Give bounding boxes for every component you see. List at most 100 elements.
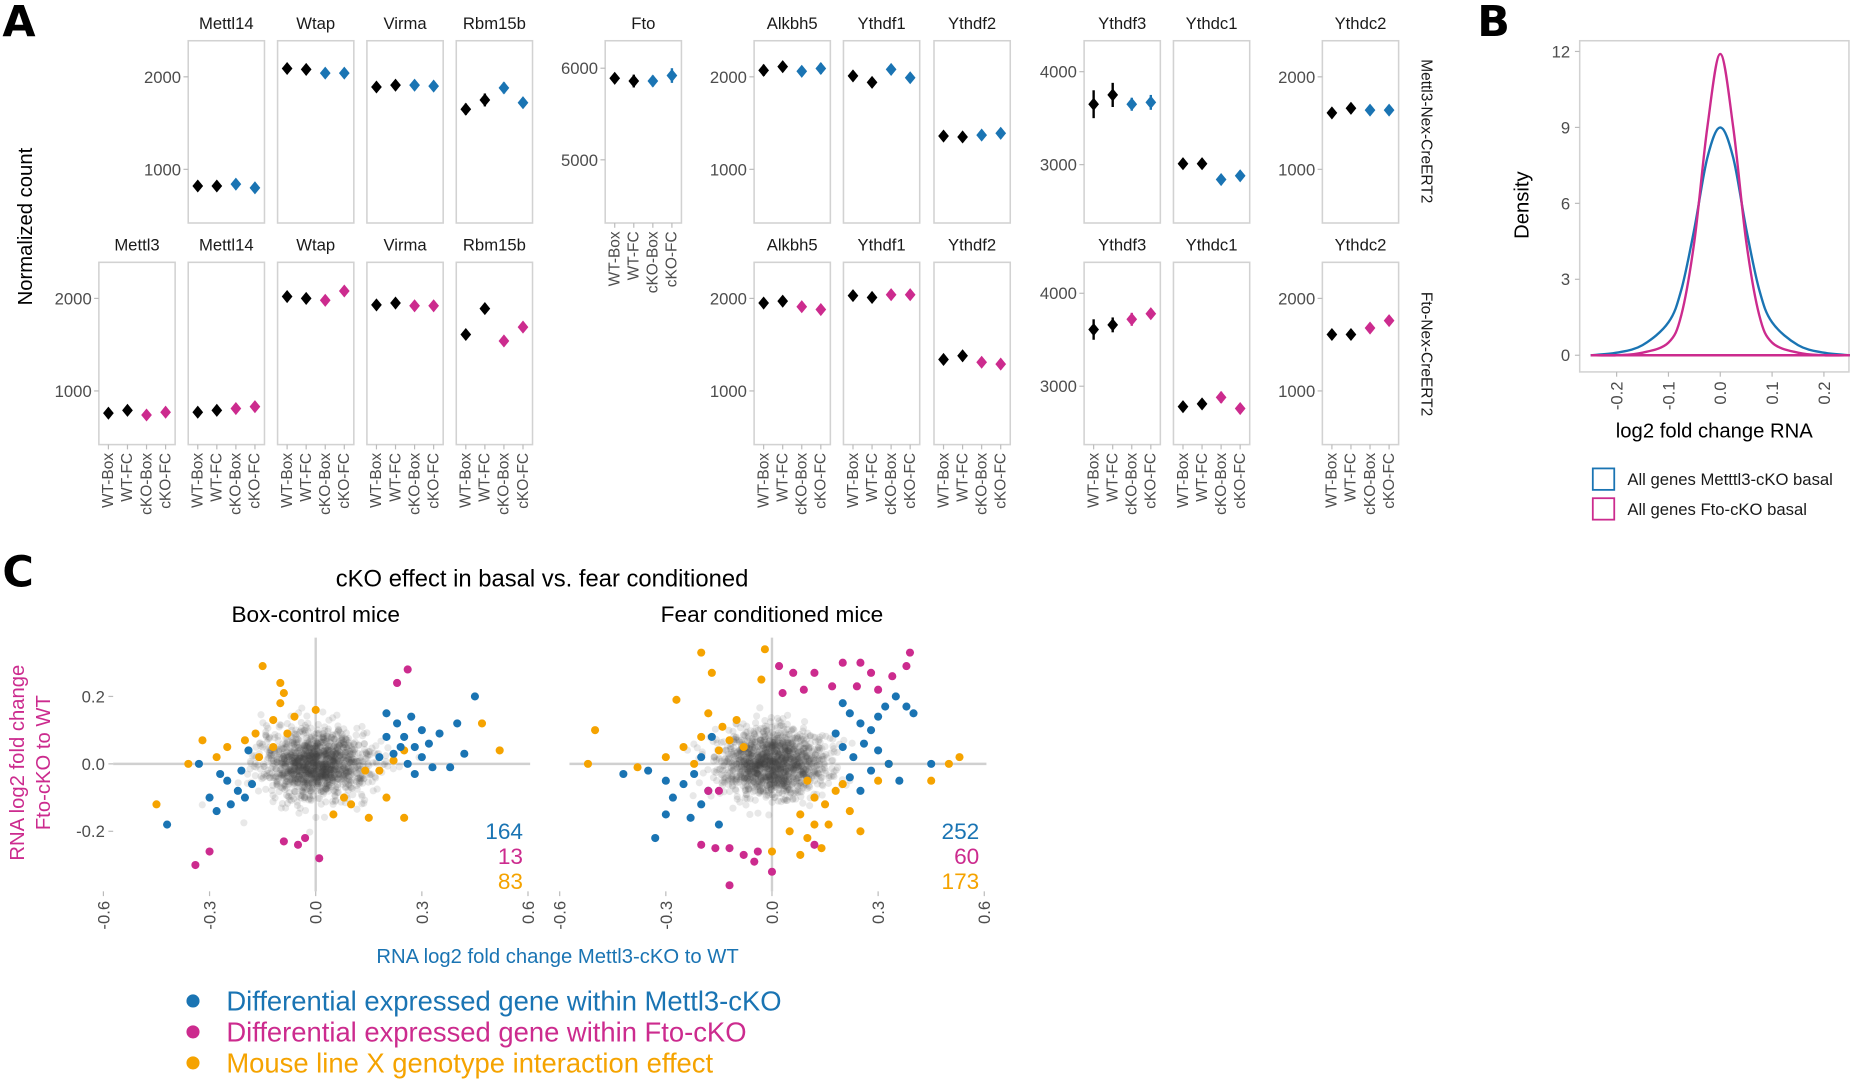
fto-point (789, 668, 798, 677)
background-point (301, 766, 309, 774)
facet-strip-label: Rbm15b (463, 235, 526, 254)
background-point (305, 761, 313, 769)
background-point (828, 757, 836, 765)
background-point (289, 753, 297, 761)
interaction-point (831, 786, 840, 795)
background-point (304, 757, 312, 766)
background-point (283, 742, 291, 750)
background-point (309, 792, 317, 800)
background-point (316, 783, 324, 791)
legend-key-0 (1591, 467, 1616, 491)
background-point (325, 769, 333, 777)
background-point (250, 762, 258, 771)
y-axis-title-line2: Fto-cKO to WT (33, 695, 55, 830)
background-point (292, 752, 300, 760)
background-point (319, 770, 327, 778)
legend-key-1 (1591, 497, 1616, 521)
background-point (271, 730, 279, 739)
background-point (295, 764, 303, 772)
background-point (768, 754, 776, 763)
background-point (307, 748, 316, 756)
x-axis-title: log2 fold change RNA (1616, 420, 1813, 442)
y-tick-label: 3000 (1040, 156, 1077, 175)
background-point (340, 739, 348, 747)
background-point (277, 765, 285, 773)
background-point (271, 764, 279, 772)
background-point (799, 799, 807, 807)
interaction-point (874, 776, 883, 785)
x-tick-label: WT-Box (190, 453, 207, 508)
background-point (342, 768, 350, 776)
data-point (428, 79, 440, 93)
background-point (313, 747, 321, 755)
background-point (344, 780, 353, 788)
background-point (310, 759, 318, 767)
background-point (345, 777, 353, 785)
facet-alkbh5-row1: Alkbh5 1000 2000 WT-Box WT-FC cKO-Box cKO-FC (710, 235, 832, 515)
background-point (322, 750, 330, 758)
background-point (321, 751, 329, 759)
background-point (302, 759, 310, 767)
y-tick-label: 2000 (710, 289, 747, 308)
interaction-point (679, 742, 688, 752)
background-point (329, 731, 337, 739)
background-point (324, 727, 332, 735)
background-point (291, 758, 299, 767)
background-point (323, 771, 331, 779)
interaction-point (591, 726, 600, 735)
background-point (287, 769, 295, 777)
background-point (298, 762, 306, 770)
background-point (832, 766, 840, 774)
background-point (318, 774, 326, 782)
background-point (331, 747, 339, 755)
y-tick-label: 0.2 (82, 687, 105, 706)
background-point (318, 733, 326, 741)
background-point (343, 744, 351, 753)
background-point (301, 784, 309, 792)
background-point (311, 758, 319, 766)
background-point (293, 782, 301, 790)
x-tick-label: WT-FC (209, 453, 226, 502)
data-point (796, 300, 808, 314)
background-point (311, 773, 319, 781)
background-point (267, 751, 275, 759)
y-tick-label: 12 (1552, 42, 1571, 61)
background-point (295, 744, 303, 752)
background-point (303, 757, 311, 765)
interaction-point (495, 746, 504, 755)
background-point (340, 756, 348, 764)
interaction-point (255, 753, 264, 762)
background-point (317, 768, 325, 776)
background-point (257, 772, 265, 780)
data-point (1234, 401, 1246, 416)
y-tick-label: 2000 (710, 68, 747, 87)
mettl3-point (690, 769, 699, 779)
background-point (316, 771, 324, 779)
background-point (314, 778, 322, 786)
background-point (328, 753, 336, 761)
background-point (300, 754, 308, 762)
background-point (327, 771, 335, 779)
background-point (310, 752, 319, 760)
background-point (360, 774, 368, 783)
background-point (262, 772, 270, 780)
background-point (297, 762, 305, 770)
background-point (289, 779, 297, 787)
background-point (350, 741, 358, 749)
background-point (752, 719, 760, 727)
background-point (284, 768, 292, 776)
background-point (333, 756, 341, 764)
interaction-point (944, 759, 953, 768)
data-point (1107, 88, 1119, 102)
y-tick-label: 1000 (710, 160, 747, 179)
x-tick-label: WT-Box (279, 453, 296, 508)
background-point (355, 741, 363, 749)
background-point (283, 774, 291, 782)
background-point (363, 729, 371, 737)
background-point (334, 775, 342, 783)
facet-strip-label: Mettl14 (199, 14, 254, 33)
background-genes (683, 704, 856, 819)
background-point (330, 766, 338, 774)
background-point (318, 764, 327, 772)
background-point (301, 779, 309, 787)
